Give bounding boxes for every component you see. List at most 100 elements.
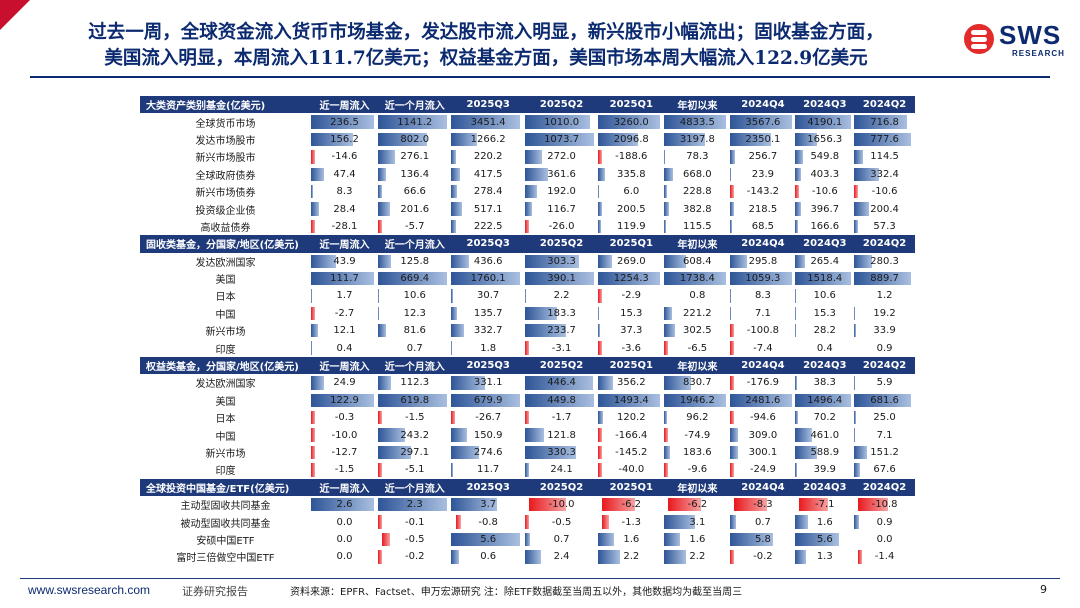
data-bar bbox=[854, 324, 857, 338]
value-cell: -28.1 bbox=[310, 218, 378, 235]
value-cell: 1518.4 bbox=[795, 270, 854, 287]
column-header: 2024Q3 bbox=[795, 478, 855, 496]
data-bar bbox=[664, 428, 669, 442]
value-cell: -3.6 bbox=[598, 339, 664, 356]
value-cell: 23.9 bbox=[730, 166, 795, 183]
value-cell: 5.9 bbox=[854, 374, 915, 391]
value-cell: 24.1 bbox=[524, 461, 598, 478]
value-cell: 716.8 bbox=[854, 113, 915, 130]
cell-value: 114.5 bbox=[870, 151, 899, 163]
cell-value: 588.9 bbox=[810, 447, 840, 458]
cell-value: 3.1 bbox=[689, 516, 706, 528]
value-cell: 0.0 bbox=[311, 513, 378, 530]
cell-value: -3.1 bbox=[551, 342, 572, 354]
value-cell: 446.4 bbox=[524, 374, 598, 391]
cell-value: 166.6 bbox=[810, 220, 840, 232]
data-bar bbox=[730, 515, 736, 529]
row-label: 中国 bbox=[215, 309, 236, 321]
data-bar bbox=[451, 324, 465, 338]
value-cell: 280.3 bbox=[854, 253, 915, 270]
row-label: 高收益债券 bbox=[200, 222, 251, 234]
cell-value: 120.2 bbox=[616, 412, 646, 424]
value-cell: 1.6 bbox=[795, 513, 854, 530]
data-bar bbox=[524, 393, 594, 408]
column-header: 2025Q2 bbox=[524, 356, 599, 375]
row-label: 日本 bbox=[215, 292, 236, 304]
cell-value: 15.3 bbox=[620, 307, 643, 319]
cell-value: 28.4 bbox=[333, 203, 356, 215]
cell-value: -14.6 bbox=[331, 151, 358, 163]
value-cell: 396.7 bbox=[795, 200, 854, 217]
data-bar bbox=[795, 202, 801, 216]
data-bar bbox=[795, 132, 818, 147]
value-cell: 121.8 bbox=[524, 426, 598, 443]
cell-value: -24.9 bbox=[749, 464, 776, 476]
cell-value: -10.0 bbox=[331, 429, 358, 441]
cell-value: -5.7 bbox=[404, 220, 425, 232]
column-header: 2024Q4 bbox=[730, 478, 796, 496]
column-header: 2024Q2 bbox=[854, 356, 915, 375]
cell-value: 10.6 bbox=[403, 290, 426, 302]
title-line-1: 过去一周，全球资金流入货币市场基金，发达股市流入明显，新兴股市小幅流出；固收基金… bbox=[88, 22, 884, 43]
section-title: 固收类基金，分国家/地区(亿美元) bbox=[140, 235, 311, 253]
data-bar bbox=[664, 184, 668, 199]
column-header: 2025Q2 bbox=[524, 96, 599, 114]
column-header: 近一个月流入 bbox=[378, 96, 452, 114]
cell-value: 332.7 bbox=[473, 325, 503, 337]
cell-value: 1059.3 bbox=[745, 273, 781, 285]
column-header: 2024Q3 bbox=[795, 96, 855, 114]
column-header: 近一周流入 bbox=[310, 235, 379, 253]
row-label: 全球政府债券 bbox=[195, 170, 256, 182]
value-cell: 119.9 bbox=[598, 218, 664, 235]
cell-value: -0.2 bbox=[753, 551, 773, 563]
value-cell: -8.3 bbox=[730, 496, 795, 513]
cell-value: 0.0 bbox=[336, 551, 353, 563]
cell-value: 2.2 bbox=[689, 551, 706, 563]
section-header-row: 固收类基金，分国家/地区(亿美元) 近一周流入 近一个月流入 2025Q3 2025Q2… bbox=[140, 235, 915, 253]
cell-value: 2350.1 bbox=[745, 133, 781, 145]
data-bar bbox=[451, 411, 456, 425]
table-row: 高收益债券 -28.1 -5.7 222.5 -26.0 119.9 115.5 68.5 16… bbox=[140, 218, 915, 235]
data-bar bbox=[730, 202, 735, 216]
footer-source-note: 资料来源：EPFR、Factset、申万宏源研究 注：除ETF数据截至当周五以外… bbox=[290, 587, 743, 598]
value-cell: 382.8 bbox=[664, 200, 730, 217]
value-cell: 220.2 bbox=[451, 148, 524, 165]
cell-value: 2.2 bbox=[553, 290, 570, 302]
cell-value: 68.5 bbox=[751, 220, 775, 232]
value-cell: -5.7 bbox=[378, 218, 451, 235]
cell-value: 331.1 bbox=[473, 377, 503, 389]
cell-value: -7.1 bbox=[815, 499, 835, 511]
logo-brand: SWS bbox=[999, 20, 1062, 50]
data-bar bbox=[854, 167, 879, 181]
value-cell: 10.6 bbox=[378, 287, 451, 304]
footer-website-link[interactable]: www.swsresearch.com bbox=[28, 583, 151, 597]
data-bar bbox=[378, 289, 380, 303]
data-bar bbox=[854, 254, 873, 268]
cell-value: -100.8 bbox=[746, 325, 780, 337]
data-bar bbox=[524, 463, 529, 477]
cell-value: 0.6 bbox=[480, 551, 497, 563]
data-bar bbox=[451, 150, 456, 164]
column-header: 近一个月流入 bbox=[378, 356, 452, 375]
value-cell: 681.6 bbox=[854, 392, 915, 409]
value-cell: 2.4 bbox=[524, 548, 598, 565]
cell-value: -1.7 bbox=[551, 412, 572, 424]
data-bar bbox=[378, 393, 448, 408]
table-row: 全球政府债券 47.4 136.4 417.5 361.6 335.8 668.0 23.9 4… bbox=[140, 166, 915, 183]
row-label: 被动型固收共同基金 bbox=[180, 518, 271, 530]
data-bar bbox=[602, 515, 610, 529]
cell-value: 0.8 bbox=[689, 290, 706, 302]
cell-value: 135.7 bbox=[473, 307, 503, 319]
value-cell: -10.6 bbox=[795, 183, 854, 200]
data-bar bbox=[854, 428, 855, 442]
value-cell: 111.7 bbox=[310, 270, 378, 287]
data-bar bbox=[730, 150, 735, 164]
cell-value: 295.8 bbox=[748, 255, 778, 267]
data-bar bbox=[730, 376, 735, 390]
value-cell: 30.7 bbox=[451, 287, 524, 304]
value-cell: 1.6 bbox=[598, 531, 664, 548]
cell-value: 121.8 bbox=[547, 429, 576, 441]
value-cell: 200.4 bbox=[854, 200, 915, 217]
cell-value: 1738.4 bbox=[679, 273, 715, 285]
section-title: 大类资产类别基金(亿美元) bbox=[140, 96, 311, 114]
